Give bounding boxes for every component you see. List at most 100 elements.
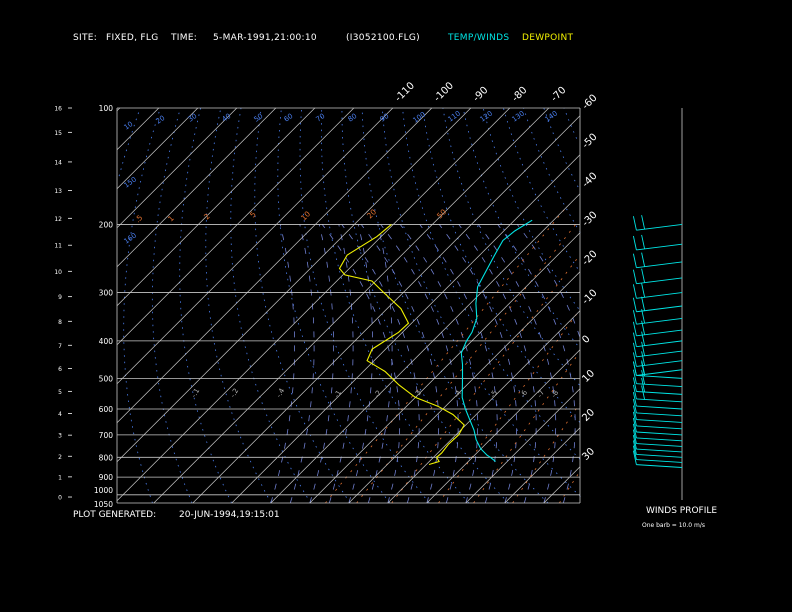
wind-barb-flag [632, 352, 637, 367]
mixing-ratio-line [438, 313, 578, 504]
wind-barb-flag [641, 296, 646, 311]
isotherm-line [231, 154, 581, 504]
moist-adiabat-label: -2 [373, 389, 383, 399]
moist-adiabat-line [341, 224, 420, 504]
height-tick-label: 2 [58, 454, 62, 461]
site-value: FIXED, FLG [106, 33, 159, 43]
dry-adiabat-line [482, 107, 579, 309]
isotherm-label: -70 [549, 85, 568, 104]
isotherm-line [309, 232, 581, 504]
wind-barb-shaft [636, 243, 683, 251]
time-label: TIME: [171, 33, 198, 43]
dry-adiabat-label: 100 [412, 110, 428, 124]
isotherm-line [116, 107, 472, 463]
wind-barb-flag [641, 252, 646, 267]
wind-barb-flag [632, 332, 637, 347]
isotherm-line [116, 107, 199, 190]
wind-barb-flag [632, 384, 637, 400]
pressure-tick-label: 300 [99, 289, 114, 298]
height-tick-label: 13 [54, 188, 62, 195]
moist-adiabat-label: -.1 [190, 387, 202, 399]
dry-adiabat-line [123, 107, 161, 504]
moist-adiabat-line [309, 224, 335, 504]
dry-adiabat-line [341, 107, 509, 504]
isotherm-line [465, 388, 581, 504]
wind-barb-flag [632, 405, 637, 420]
mixing-ratio-line [512, 403, 581, 504]
time-value: 5-MAR-1991,21:00:10 [213, 33, 317, 43]
mixing-ratio-line [391, 254, 581, 504]
wind-barb-flag [641, 341, 646, 356]
wind-barb-flag [632, 342, 637, 357]
dry-adiabat-label: 130 [511, 109, 527, 123]
isotherm-label: 20 [580, 407, 597, 424]
moist-adiabat-line [321, 224, 401, 504]
isotherm-label: -90 [471, 85, 490, 104]
wind-barb-shaft [636, 340, 683, 348]
height-tick-label: 11 [54, 243, 62, 250]
isotherm-label: 10 [580, 368, 597, 385]
wind-barb-shaft [636, 277, 683, 285]
isotherm-line [116, 107, 394, 385]
mixing-ratio-line [325, 206, 567, 504]
height-tick-label: 15 [54, 130, 62, 137]
moist-adiabat-line [516, 224, 581, 337]
moist-adiabat-line [477, 224, 557, 504]
isotherm-label: -80 [510, 85, 529, 104]
isotherm-label: -100 [432, 80, 456, 104]
moist-adiabat-line [360, 224, 440, 504]
mixing-ratio-lines [325, 206, 581, 504]
isotherm-line [116, 107, 511, 502]
mixing-ratio-label: 20 [365, 207, 378, 220]
wind-barb-shaft [636, 437, 683, 442]
dry-adiabat-line [422, 107, 581, 423]
wind-barb-flag [632, 361, 637, 376]
wind-barb-shaft [636, 412, 683, 417]
generated-value: 20-JUN-1994,19:15:01 [179, 510, 280, 520]
dry-adiabat-label: 80 [347, 112, 359, 124]
isotherm-label: 30 [580, 446, 597, 463]
isotherms [116, 107, 581, 504]
isotherm-line [192, 115, 581, 504]
wind-barb-flag [632, 429, 637, 444]
wind-barb-shaft [636, 375, 683, 379]
wind-barb-flag [632, 392, 637, 407]
wind-barb-flag [641, 377, 646, 393]
file-name: (I3052100.FLG) [346, 33, 420, 43]
moist-adiabat-line [348, 224, 374, 504]
mixing-ratio-line [559, 471, 581, 504]
temperature-line [460, 219, 533, 462]
dry-adiabat-label: 150 [123, 175, 139, 189]
pressure-tick-label: 800 [99, 453, 114, 462]
dry-adiabat-line [381, 107, 581, 497]
moist-adiabat-line [399, 224, 479, 504]
height-tick-label: 6 [58, 366, 62, 373]
mixing-ratio-label: .5 [133, 213, 145, 225]
isotherm-line [504, 427, 581, 504]
wind-barb-flag [641, 234, 646, 250]
wind-barb-shaft [636, 360, 683, 367]
height-tick-label: 7 [58, 343, 62, 350]
wind-barb-shaft [636, 383, 683, 388]
dry-adiabat-line [118, 107, 141, 177]
dry-adiabat-line [254, 107, 351, 504]
mixing-ratio-line [473, 352, 580, 504]
wind-barb-shaft [636, 223, 683, 231]
wind-barb-flag [632, 216, 637, 231]
isotherm-line [116, 107, 121, 112]
moist-adiabat-line [438, 224, 518, 504]
wind-barb-shaft [636, 431, 683, 436]
height-tick-label: 1 [58, 474, 62, 481]
dry-adiabat-line [179, 107, 232, 504]
dry-adiabat-line [523, 107, 581, 233]
moist-adiabat-line [419, 224, 498, 504]
site-label: SITE: [73, 33, 98, 43]
isotherm-line [116, 107, 316, 307]
wind-barb-flag [632, 321, 637, 336]
isotherm-label: -20 [580, 249, 599, 268]
wind-barb-flag [632, 435, 637, 450]
wind-barb-shaft [636, 350, 683, 358]
moist-adiabat-label: -6 [519, 388, 530, 399]
wind-barb-shaft [636, 261, 683, 269]
wind-barb-flag [632, 411, 637, 426]
